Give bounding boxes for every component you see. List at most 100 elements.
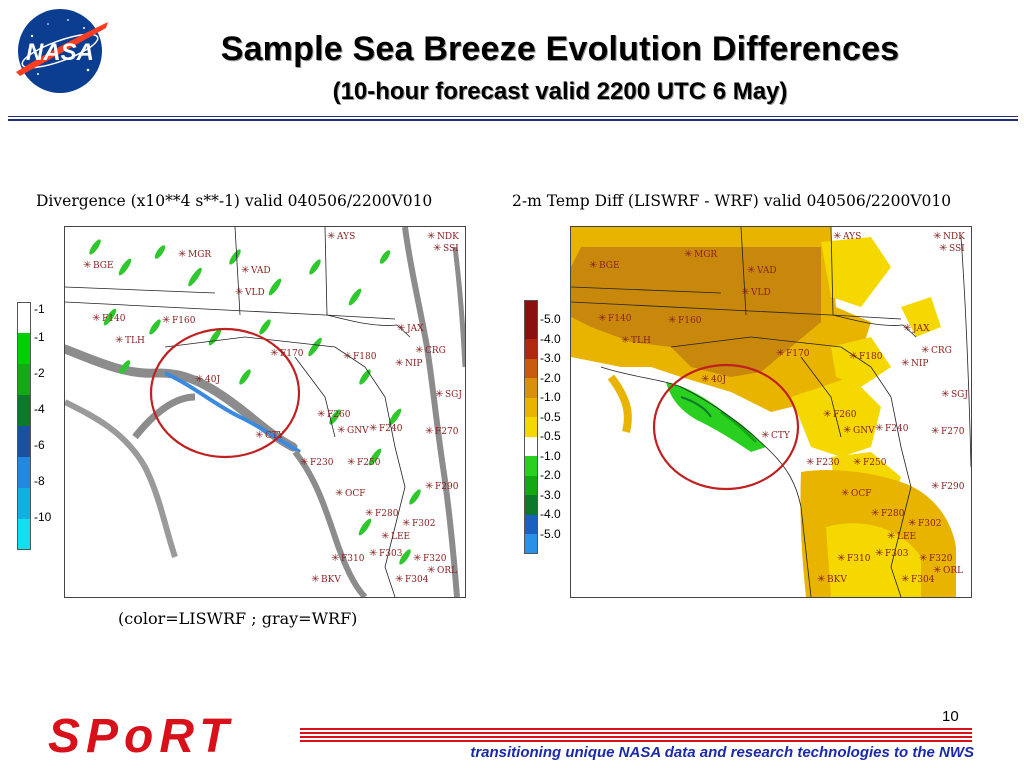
station-marker: ✳ <box>941 389 949 400</box>
colorbar-label: -1 <box>34 330 45 344</box>
station-label: F290 <box>435 482 459 492</box>
station-label: NDK <box>437 232 459 242</box>
station-label: TLH <box>631 336 651 346</box>
station-marker: ✳ <box>425 481 433 492</box>
station-label: F302 <box>918 519 941 529</box>
colorbar-label: -3.0 <box>540 487 561 502</box>
station-label: F310 <box>341 554 365 564</box>
station-marker: ✳ <box>901 574 909 585</box>
temp-diff-colorbar <box>524 300 538 554</box>
station-label: F310 <box>847 554 871 564</box>
nasa-logo-text: NASA <box>26 39 94 66</box>
station-label: F240 <box>379 424 403 434</box>
station-marker: ✳ <box>747 265 755 276</box>
station-label: F320 <box>929 554 953 564</box>
station-marker: ✳ <box>887 531 895 542</box>
colorbar-segment <box>17 364 31 395</box>
station-label: 40J <box>711 375 726 385</box>
colorbar-segment <box>524 514 538 534</box>
station-marker: ✳ <box>381 531 389 542</box>
station-label: ORL <box>437 566 457 576</box>
station-label: SSI <box>949 244 965 254</box>
station-label: JAX <box>912 324 930 334</box>
station-label: LEE <box>391 532 410 542</box>
station-marker: ✳ <box>853 457 861 468</box>
colorbar-label: -2 <box>34 366 45 380</box>
station-label: NIP <box>405 359 423 369</box>
station-label: F270 <box>435 427 459 437</box>
colorbar-label: -10 <box>34 510 52 524</box>
station-label: NDK <box>943 232 965 242</box>
station-marker: ✳ <box>178 249 186 260</box>
station-label: F170 <box>280 349 304 359</box>
station-label: TLH <box>125 336 145 346</box>
station-label: CRG <box>931 346 952 356</box>
station-marker: ✳ <box>347 457 355 468</box>
station-label: GNV <box>347 426 369 436</box>
station-label: F302 <box>412 519 435 529</box>
station-marker: ✳ <box>919 553 927 564</box>
slide-subtitle: (10-hour forecast valid 2200 UTC 6 May) <box>332 78 788 105</box>
colorbar-label: -5.0 <box>540 526 561 541</box>
station-marker: ✳ <box>939 243 947 254</box>
station-marker: ✳ <box>837 553 845 564</box>
colorbar-segment <box>17 457 31 488</box>
station-label: F230 <box>816 458 840 468</box>
station-marker: ✳ <box>684 249 692 260</box>
station-marker: ✳ <box>427 231 435 242</box>
colorbar-label: -1.0 <box>540 448 561 463</box>
station-label: CRG <box>425 346 446 356</box>
station-label: 40J <box>205 375 220 385</box>
station-marker: ✳ <box>598 313 606 324</box>
station-marker: ✳ <box>300 457 308 468</box>
title-divider <box>8 116 1018 121</box>
colorbar-label: -1.0 <box>540 390 561 404</box>
colorbar-segment <box>17 333 31 364</box>
station-label: F290 <box>941 482 965 492</box>
station-label: BGE <box>93 261 114 271</box>
slide-title: Sample Sea Breeze Evolution Differences <box>220 30 900 68</box>
station-marker: ✳ <box>621 335 629 346</box>
station-marker: ✳ <box>365 508 373 519</box>
station-marker: ✳ <box>931 481 939 492</box>
station-label: F160 <box>678 316 702 326</box>
station-label: VLD <box>244 288 265 298</box>
station-marker: ✳ <box>668 315 676 326</box>
map-caption: (color=LISWRF ; gray=WRF) <box>118 609 358 628</box>
colorbar-label: -4.0 <box>540 507 561 521</box>
nasa-logo: NASA <box>16 9 108 93</box>
station-marker: ✳ <box>841 488 849 499</box>
station-marker: ✳ <box>776 348 784 359</box>
temp-diff-map: ✳ AYS ✳ NDK ✳ SSI ✳ MGR ✳ BGE ✳ VAD ✳ VLD ✳ F140 ✳ F160 ✳ T… <box>570 226 972 598</box>
footer-rule <box>300 728 972 744</box>
colorbar-segment <box>524 378 538 398</box>
station-marker: ✳ <box>833 231 841 242</box>
station-marker: ✳ <box>270 348 278 359</box>
station-marker: ✳ <box>741 287 749 298</box>
station-marker: ✳ <box>92 313 100 324</box>
colorbar-segment <box>524 475 538 495</box>
station-label: F320 <box>423 554 447 564</box>
colorbar-segment <box>17 488 31 519</box>
station-label: SGJ <box>951 390 968 400</box>
colorbar-segment <box>524 397 538 417</box>
station-label: OCF <box>851 489 872 499</box>
colorbar-segment <box>524 319 538 339</box>
colorbar-label: -3.0 <box>540 351 561 365</box>
colorbar-segment <box>524 495 538 515</box>
station-marker: ✳ <box>327 231 335 242</box>
station-label: F270 <box>941 427 965 437</box>
station-marker: ✳ <box>337 425 345 436</box>
station-marker: ✳ <box>255 430 263 441</box>
station-marker: ✳ <box>415 345 423 356</box>
footer-tagline: transitioning unique NASA data and resea… <box>470 744 974 761</box>
station-label: F280 <box>881 509 905 519</box>
colorbar-segment <box>524 358 538 378</box>
colorbar-label: -5.0 <box>540 312 561 326</box>
station-marker: ✳ <box>369 423 377 434</box>
station-label: F260 <box>833 410 857 420</box>
station-label: VLD <box>750 288 771 298</box>
colorbar-segment <box>17 395 31 426</box>
station-label: MGR <box>188 250 211 260</box>
station-label: F250 <box>357 458 381 468</box>
